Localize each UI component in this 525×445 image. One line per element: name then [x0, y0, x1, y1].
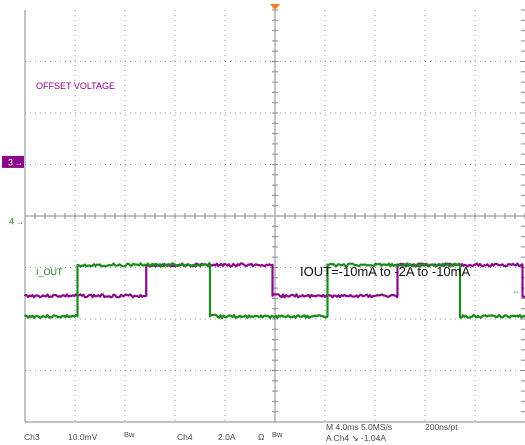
ch4-impedance: Ω	[258, 432, 265, 442]
ch4-i-out-trace	[23, 262, 525, 319]
ch3-offset-voltage-trace	[23, 262, 525, 299]
ch4-marker-text: 4	[9, 217, 14, 227]
ch4-scale: 2.0A	[218, 432, 236, 442]
timebase-readout: M 4.0ms 5.0MS/s	[326, 422, 393, 432]
ch4-name: Ch4	[177, 432, 193, 442]
ch4-marker-arrow: →	[16, 218, 24, 227]
ch3-trace-label: OFFSET VOLTAGE	[36, 81, 116, 91]
current-step-annotation: IOUT=-10mA to -2A to -10mA	[300, 264, 471, 279]
ch3-scale: 10.0mV	[68, 432, 98, 442]
ch3-ground-marker	[2, 155, 24, 168]
ch3-name: Ch3	[24, 432, 40, 442]
ch4-bandwidth-limit: Bw	[272, 430, 283, 439]
ch3-marker-arrow: →	[15, 158, 23, 167]
ch4-trace-label: I_OUT	[36, 267, 63, 277]
trigger-position-marker	[270, 4, 280, 10]
ch3-marker-text: 3	[8, 157, 13, 167]
trigger-readout: A Ch4 ↘ -1.04A	[326, 433, 387, 443]
ch3-bandwidth-limit: Bw	[124, 430, 135, 439]
resolution-readout: 200ns/pt	[425, 422, 458, 432]
trigger-level-arrow: ←	[512, 286, 521, 296]
